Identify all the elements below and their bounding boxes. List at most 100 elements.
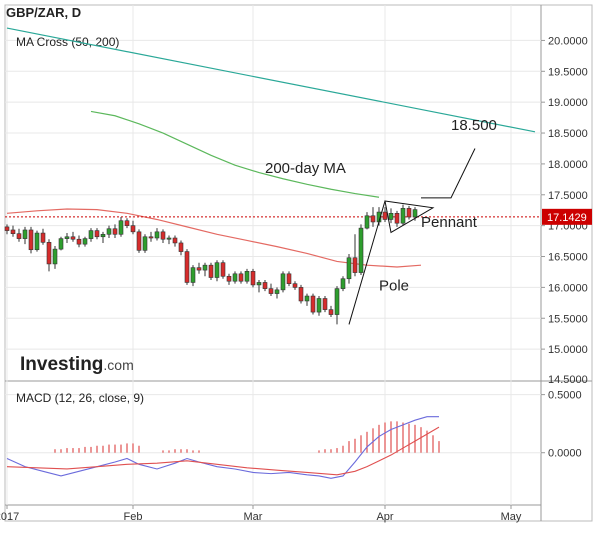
candle-body xyxy=(208,264,214,278)
x-tick-label: Apr xyxy=(376,511,393,523)
candle-body xyxy=(88,230,94,239)
candle-body xyxy=(100,233,106,238)
candle-body xyxy=(370,215,376,223)
candle-body xyxy=(46,242,52,265)
candle-body xyxy=(94,230,100,238)
candle-body xyxy=(106,228,112,235)
annotation-label: Pole xyxy=(379,277,409,294)
macd-title: MACD (12, 26, close, 9) xyxy=(16,391,144,405)
candle-body xyxy=(364,215,370,229)
candle-body xyxy=(298,287,304,302)
candle-body xyxy=(400,208,406,224)
candle-body xyxy=(64,236,70,239)
candle-body xyxy=(112,228,118,235)
candle-body xyxy=(34,232,40,251)
macd-signal-line xyxy=(6,426,440,476)
candle-body xyxy=(40,232,46,243)
target-line xyxy=(421,148,476,199)
x-tick-label: 2017 xyxy=(0,511,19,523)
watermark-bold: Investing xyxy=(20,354,103,375)
candle-body xyxy=(160,231,166,240)
y-tick-label: 16.5000 xyxy=(548,252,588,264)
chart-title: GBP/ZAR, D xyxy=(6,5,82,20)
candle-body xyxy=(16,233,22,239)
last-price-box xyxy=(542,208,592,225)
candle-body xyxy=(346,257,352,280)
candle-body xyxy=(28,229,34,251)
annotation-label: 18.500 xyxy=(451,117,497,134)
candle-body xyxy=(70,236,76,240)
candle-body xyxy=(286,273,292,284)
candle-body xyxy=(382,211,388,220)
y-tick-label: 15.0000 xyxy=(548,344,588,356)
y-tick-label: 14.5000 xyxy=(548,374,588,386)
candle-body xyxy=(82,238,88,245)
pole-line xyxy=(348,200,386,325)
candle-body xyxy=(292,283,298,288)
green-moving-average xyxy=(90,110,380,198)
candle-body xyxy=(22,229,28,239)
y-tick-label: 20.0000 xyxy=(548,35,588,47)
y-tick-label: 18.0000 xyxy=(548,159,588,171)
candle-body xyxy=(52,248,58,265)
candle-body xyxy=(136,231,142,251)
candle-body xyxy=(130,225,136,233)
y-tick-label: 16.0000 xyxy=(548,282,588,294)
candle-body xyxy=(58,238,64,250)
candle-body xyxy=(154,231,160,239)
candle-body xyxy=(316,298,322,313)
pennant-triangle xyxy=(384,200,435,234)
annotation-label: 200-day MA xyxy=(265,160,346,177)
candle-body xyxy=(394,213,400,224)
candle-body xyxy=(406,208,412,218)
annotation-label: Pennant xyxy=(421,214,478,231)
candle-body xyxy=(76,238,82,245)
macd-y-tick-label: 0.0000 xyxy=(548,448,582,460)
candle-body xyxy=(268,288,274,294)
candle-body xyxy=(4,226,10,231)
candle-body xyxy=(238,273,244,282)
candle-body xyxy=(352,257,358,273)
candle-body xyxy=(388,213,394,220)
candle-body xyxy=(334,288,340,315)
y-tick-label: 19.0000 xyxy=(548,97,588,109)
watermark-suffix: .com xyxy=(103,357,133,373)
candle-body xyxy=(220,262,226,277)
macd-y-tick-label: 0.5000 xyxy=(548,390,582,402)
candle-body xyxy=(196,267,202,271)
candle-body xyxy=(256,282,262,286)
candle-body xyxy=(148,236,154,239)
last-price-label: 17.1429 xyxy=(547,212,587,224)
y-tick-label: 17.5000 xyxy=(548,190,588,202)
candle-body xyxy=(184,251,190,283)
candle-body xyxy=(178,242,184,252)
watermark: Investing.com xyxy=(20,354,134,375)
candle-body xyxy=(226,275,232,282)
y-tick-label: 19.5000 xyxy=(548,66,588,78)
candle-body xyxy=(322,298,328,310)
y-tick-label: 18.5000 xyxy=(548,128,588,140)
candle-body xyxy=(262,282,268,289)
candle-body xyxy=(340,278,346,289)
y-tick-label: 15.5000 xyxy=(548,313,588,325)
candle-body xyxy=(358,227,364,273)
candle-body xyxy=(190,267,196,283)
candle-body xyxy=(10,229,16,234)
candle-body xyxy=(172,237,178,244)
candle-body xyxy=(304,295,310,302)
candle-body xyxy=(250,271,256,286)
candle-body xyxy=(244,271,250,282)
candle-body xyxy=(118,220,124,235)
candle-body xyxy=(274,289,280,294)
outer-frame xyxy=(4,4,593,522)
candle-body xyxy=(280,273,286,291)
candle-body xyxy=(166,237,172,240)
candle-body xyxy=(310,295,316,313)
x-tick-label: Feb xyxy=(124,511,143,523)
teal-trend-line xyxy=(6,27,536,133)
candle-body xyxy=(328,309,334,315)
candle-body xyxy=(412,209,418,218)
candle-body xyxy=(124,220,130,226)
